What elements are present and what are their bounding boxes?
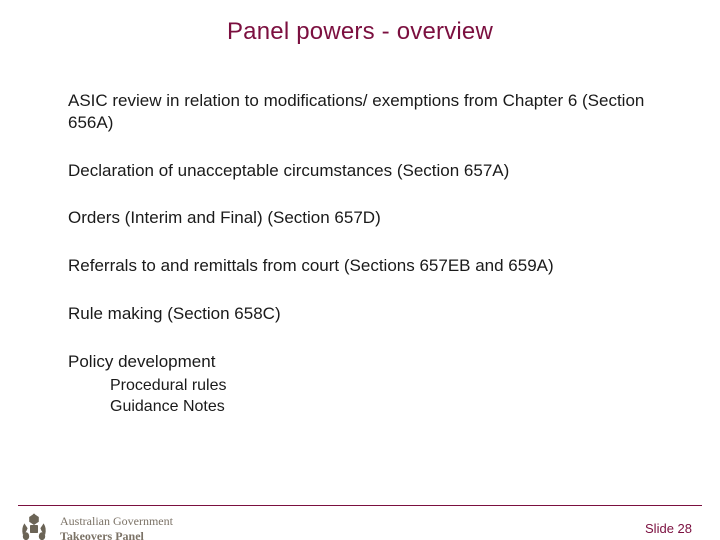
body-content: ASIC review in relation to modifications…	[68, 90, 668, 424]
slide-number: Slide 28	[645, 521, 692, 536]
gov-text: Australian Government Takeovers Panel	[60, 515, 173, 540]
bullet-item: Declaration of unacceptable circumstance…	[68, 160, 668, 182]
footer: Australian Government Takeovers Panel	[18, 512, 173, 540]
crest-icon	[18, 512, 50, 540]
policy-sublist: Procedural rules Guidance Notes	[110, 376, 668, 418]
policy-sub-item: Procedural rules	[110, 376, 668, 397]
policy-block: Policy development Procedural rules Guid…	[68, 351, 668, 418]
bullet-item: Orders (Interim and Final) (Section 657D…	[68, 207, 668, 229]
policy-sub-item: Guidance Notes	[110, 397, 668, 418]
gov-line1: Australian Government	[60, 515, 173, 528]
policy-heading: Policy development	[68, 351, 668, 373]
bullet-item: ASIC review in relation to modifications…	[68, 90, 668, 134]
bullet-item: Rule making (Section 658C)	[68, 303, 668, 325]
slide-title: Panel powers - overview	[0, 18, 720, 46]
slide: Panel powers - overview ASIC review in r…	[0, 18, 720, 540]
footer-divider	[18, 505, 702, 506]
gov-line2: Takeovers Panel	[60, 530, 173, 540]
bullet-item: Referrals to and remittals from court (S…	[68, 255, 668, 277]
